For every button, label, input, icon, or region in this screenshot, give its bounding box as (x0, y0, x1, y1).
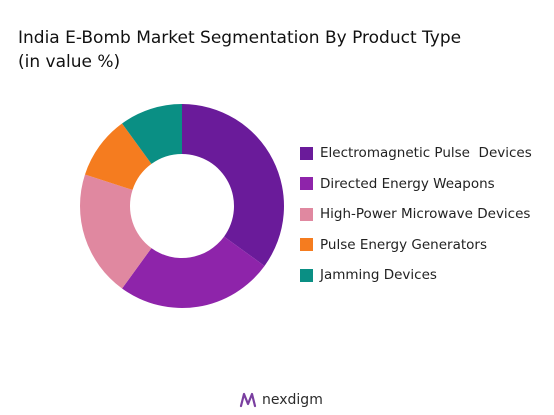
chart-title: India E-Bomb Market Segmentation By Prod… (18, 26, 538, 74)
legend-swatch (300, 268, 313, 282)
chart-title-line-2: (in value %) (18, 52, 121, 72)
legend-item: Electromagnetic Pulse Devices (300, 138, 532, 169)
legend-label: Pulse Energy Generators (320, 236, 487, 253)
legend-swatch (300, 177, 313, 191)
legend-label: Electromagnetic Pulse Devices (320, 145, 532, 162)
legend-label: Jamming Devices (320, 267, 437, 284)
nexdigm-logo-icon (239, 392, 257, 408)
donut-slice-4 (84, 123, 152, 190)
legend-swatch (300, 238, 313, 252)
legend-label: High-Power Microwave Devices (320, 206, 531, 223)
chart-title-line-1: India E-Bomb Market Segmentation By Prod… (18, 28, 462, 48)
donut-slice-3 (79, 174, 152, 289)
legend-item: Jamming Devices (300, 260, 532, 291)
legend-label: Directed Energy Weapons (320, 175, 495, 192)
brand-name: nexdigm (262, 392, 323, 408)
donut-slice-1 (182, 104, 284, 266)
legend-swatch (300, 207, 313, 221)
legend-item: High-Power Microwave Devices (300, 199, 532, 230)
chart-legend: Electromagnetic Pulse Devices Directed En… (300, 138, 532, 291)
legend-item: Pulse Energy Generators (300, 230, 532, 261)
brand-footer: nexdigm (239, 392, 323, 408)
donut-slice-5 (122, 104, 182, 164)
legend-item: Directed Energy Weapons (300, 169, 532, 200)
donut-slice-2 (122, 236, 265, 309)
legend-swatch (300, 146, 313, 160)
